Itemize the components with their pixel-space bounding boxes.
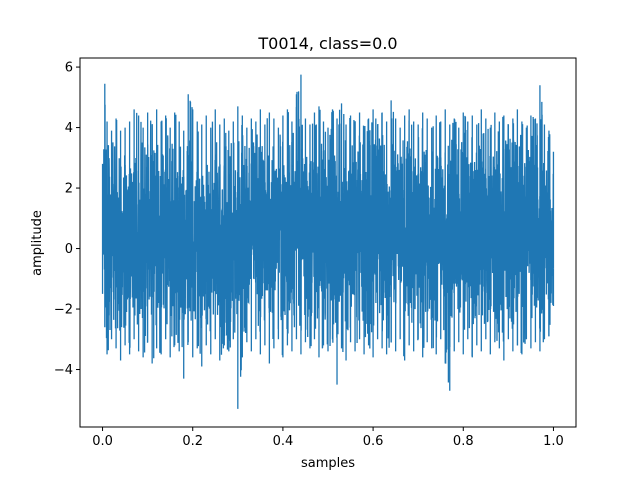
x-tick-label: 0.0 [92,434,113,449]
y-axis-label: amplitude [30,210,45,276]
y-tick-label: 2 [65,182,73,197]
y-tick-label: 4 [65,121,73,136]
x-ticks: 0.0 0.2 0.4 0.6 0.8 1.0 [92,427,564,449]
y-tick-label: 0 [65,242,73,257]
y-tick-label: −2 [54,303,73,318]
y-ticks: −4 −2 0 2 4 6 [54,61,80,378]
x-tick-label: 1.0 [543,434,564,449]
y-tick-label: 6 [65,61,73,76]
x-tick-label: 0.6 [363,434,384,449]
x-tick-label: 0.8 [453,434,474,449]
signal-line [101,74,555,409]
chart-title: T0014, class=0.0 [257,34,397,53]
signal-layer [101,74,555,409]
x-tick-label: 0.4 [273,434,294,449]
x-axis-label: samples [301,456,355,471]
axes-frame [79,57,577,428]
plot-area [79,57,577,428]
y-tick-label: −4 [54,363,73,378]
x-tick-label: 0.2 [182,434,203,449]
